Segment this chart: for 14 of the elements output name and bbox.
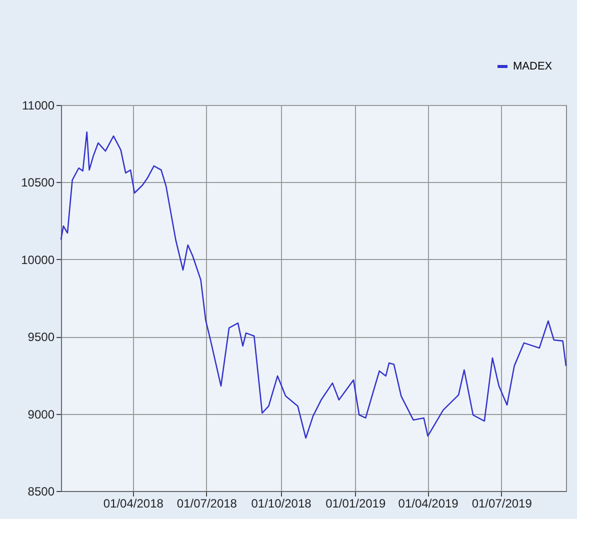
- y-tick-label: 11000: [22, 98, 55, 112]
- x-tick-label: 01/07/2019: [472, 496, 532, 510]
- x-tick-label: 01/04/2018: [103, 496, 164, 510]
- y-tick-label: 10500: [21, 176, 55, 190]
- y-tick-label: 9000: [28, 407, 55, 422]
- x-tick-label: 01/07/2018: [176, 496, 238, 510]
- x-tick-label: 01/01/2019: [326, 496, 386, 510]
- line-series: [60, 131, 567, 439]
- x-tick-label: 01/04/2019: [398, 496, 459, 510]
- x-tick-label: 01/10/2018: [251, 496, 312, 510]
- legend-label: MADEX: [513, 60, 553, 72]
- y-tick-label: 10000: [21, 252, 55, 267]
- y-tick-label: 9500: [28, 330, 55, 344]
- y-tick-label: 8500: [28, 484, 55, 498]
